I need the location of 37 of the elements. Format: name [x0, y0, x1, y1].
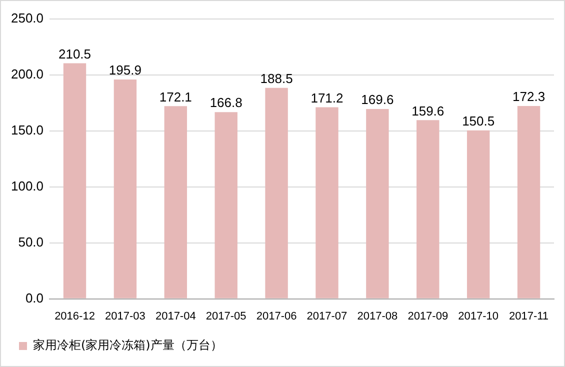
x-tick-label: 2017-10 — [458, 310, 499, 322]
bar — [63, 63, 86, 298]
x-tick-label: 2017-06 — [256, 310, 297, 322]
x-tick-label: 2017-05 — [206, 310, 246, 322]
data-label: 171.2 — [310, 90, 344, 106]
data-label: 159.6 — [412, 103, 444, 118]
bar — [164, 106, 187, 298]
data-label: 210.5 — [58, 46, 92, 62]
bar — [416, 120, 440, 298]
data-label: 172.1 — [159, 89, 192, 104]
bar — [114, 80, 137, 298]
x-tick-label: 2017-11 — [508, 310, 549, 322]
bar — [517, 106, 540, 298]
x-tick-label: 2017-07 — [306, 310, 348, 322]
y-tick-label: 250.0 — [10, 10, 44, 26]
y-tick-label: 200.0 — [10, 66, 44, 82]
data-label: 188.5 — [260, 70, 293, 86]
data-label: 150.5 — [462, 113, 495, 128]
y-tick-label: 0.0 — [25, 290, 44, 306]
data-label: 172.3 — [512, 89, 546, 104]
data-label: 169.6 — [361, 92, 394, 108]
legend-label: 家用冷柜(家用冷冻箱)产量（万台） — [33, 338, 222, 352]
x-tick-label: 2016-12 — [54, 310, 95, 322]
x-tick-label: 2017-08 — [357, 310, 398, 322]
bar — [265, 88, 288, 298]
y-tick-label: 150.0 — [10, 122, 44, 138]
data-label: 166.8 — [210, 95, 242, 110]
x-tick-label: 2017-09 — [408, 310, 448, 322]
data-label: 195.9 — [108, 62, 142, 78]
y-tick-label: 100.0 — [10, 178, 44, 194]
bar — [366, 108, 389, 298]
y-tick-label: 50.0 — [18, 234, 44, 250]
x-tick-label: 2017-04 — [155, 310, 196, 322]
bar — [214, 112, 238, 298]
bar — [466, 130, 490, 298]
bar — [316, 107, 338, 298]
x-tick-label: 2017-03 — [105, 310, 146, 322]
